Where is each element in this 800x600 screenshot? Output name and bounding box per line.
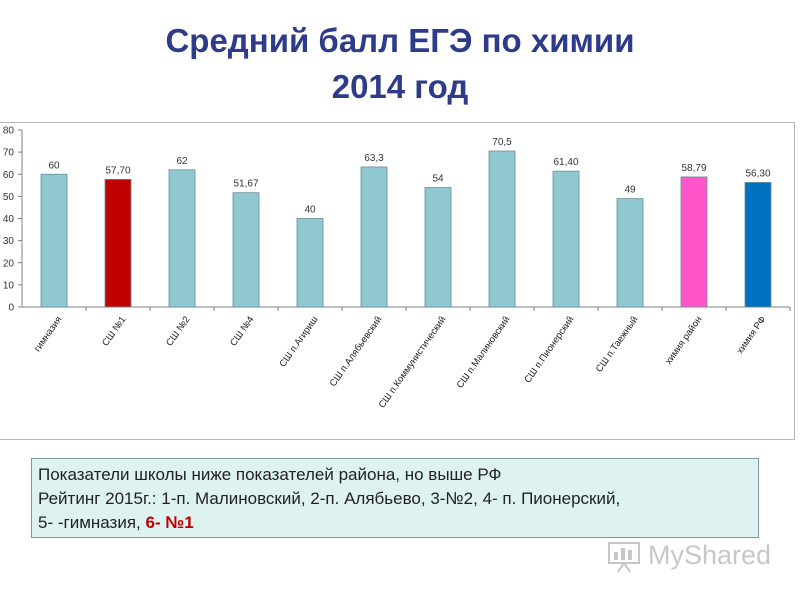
bar <box>680 176 708 308</box>
bar-chart: 0 10 20 30 40 50 60 70 80 60 гимназия 57,70 СШ №1 62 С… <box>3 126 791 410</box>
bar <box>360 166 388 308</box>
bar <box>488 150 516 308</box>
data-label: 61,40 <box>553 157 578 168</box>
chart-area: 0 10 20 30 40 50 60 70 80 60 гимназия 57,70 СШ №1 62 С… <box>0 122 795 440</box>
y-tick-label: 50 <box>3 192 15 203</box>
y-tick-label: 70 <box>3 148 15 159</box>
info-line-1: Показатели школы ниже показателей района… <box>38 465 502 484</box>
chart-title: Средний балл ЕГЭ по химии <box>165 22 635 59</box>
y-tick-label: 20 <box>3 258 15 269</box>
x-category-label: СШ п.Алябьевский <box>328 314 385 388</box>
data-label: 60 <box>48 160 60 171</box>
y-tick-label: 80 <box>3 126 15 137</box>
y-tick-label: 0 <box>8 303 14 314</box>
info-box: Показатели школы ниже показателей района… <box>31 458 759 538</box>
x-category-label: СШ №1 <box>100 314 128 348</box>
data-label: 40 <box>304 205 316 216</box>
data-label: 70,5 <box>492 137 512 148</box>
x-category-label: химия РФ <box>735 314 769 356</box>
y-tick-label: 30 <box>3 236 15 247</box>
bar <box>104 178 132 308</box>
x-category-label: СШ п.Таежный <box>594 314 641 374</box>
x-category-label: СШ №4 <box>228 314 256 348</box>
bar <box>744 182 772 308</box>
presentation-icon <box>608 542 640 573</box>
bar <box>616 198 644 308</box>
x-category-label: СШ п.Коммунистический <box>377 314 449 410</box>
bar <box>424 187 452 308</box>
x-category-label: СШ п.Пионерский <box>522 314 576 385</box>
info-line-3-highlight: 6- №1 <box>145 513 194 532</box>
bar <box>232 192 260 308</box>
info-line-3: 5- -гимназия, 6- №1 <box>38 511 752 535</box>
x-category-label: СШ п.Агириш <box>277 314 320 369</box>
data-label: 49 <box>624 185 636 196</box>
data-label: 51,67 <box>233 179 258 190</box>
x-category-label: гимназия <box>32 314 64 354</box>
y-tick-label: 40 <box>3 214 15 225</box>
info-line-2: Рейтинг 2015г.: 1-п. Малиновский, 2-п. А… <box>38 489 621 508</box>
bar <box>40 173 68 308</box>
bar <box>168 169 196 308</box>
info-line-3-prefix: 5- -гимназия, <box>38 513 146 532</box>
bar <box>552 170 580 308</box>
data-label: 54 <box>432 174 444 185</box>
x-category-label: СШ п.Малиновский <box>455 314 513 390</box>
y-tick-label: 10 <box>3 280 15 291</box>
data-label: 57,70 <box>105 165 130 176</box>
data-label: 58,79 <box>681 163 706 174</box>
x-category-label: СШ №2 <box>164 314 192 348</box>
watermark-text: MyShared <box>648 540 772 570</box>
x-category-label: химия район <box>663 314 704 366</box>
data-label: 56,30 <box>745 168 770 179</box>
y-tick-label: 60 <box>3 170 15 181</box>
watermark: MyShared <box>606 538 776 574</box>
bar <box>296 218 324 308</box>
chart-subtitle-year: 2014 год <box>331 68 469 105</box>
data-label: 62 <box>176 156 188 167</box>
data-label: 63,3 <box>364 153 384 164</box>
